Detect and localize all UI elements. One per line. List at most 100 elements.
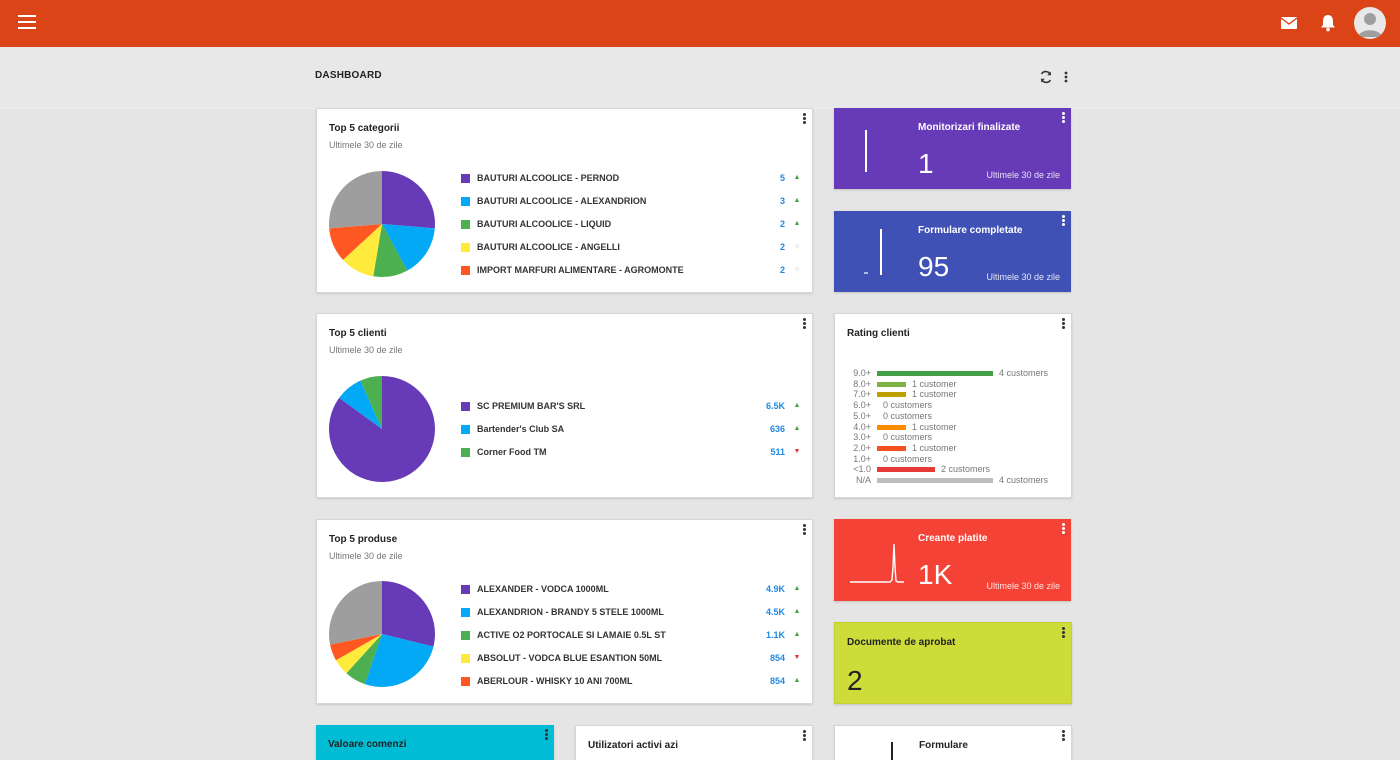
rating-label: 3.0+: [853, 432, 871, 443]
creante-card: Creante platite 1K Ultimele 30 de zile: [834, 519, 1071, 601]
legend-swatch: [461, 631, 470, 640]
legend-label: SC PREMIUM BAR'S SRL: [477, 401, 586, 411]
rating-count: 0 customers: [883, 410, 933, 421]
rating-label: N/A: [855, 475, 871, 485]
bell-icon[interactable]: [1320, 14, 1336, 32]
stat-value: 1K: [918, 559, 953, 590]
legend-item[interactable]: Bartender's Club SA 636 ▲: [461, 423, 801, 446]
stat-value: 2: [847, 665, 863, 696]
legend-swatch: [461, 677, 470, 686]
legend-label: ALEXANDER - VODCA 1000ML: [477, 584, 609, 594]
legend-item[interactable]: IMPORT MARFURI ALIMENTARE - AGROMONTE 2 ○: [461, 264, 801, 287]
menu-icon[interactable]: [18, 15, 36, 31]
legend-item[interactable]: BAUTURI ALCOOLICE - LIQUID 2 ▲: [461, 218, 801, 241]
legend-label: Corner Food TM: [477, 447, 547, 457]
more-vert-icon[interactable]: [800, 524, 808, 536]
pie-slice: [360, 376, 382, 429]
more-vert-icon[interactable]: [542, 729, 550, 741]
rating-row: <1.0 2 customers: [847, 464, 1062, 474]
legend-item[interactable]: ABSOLUT - VODCA BLUE ESANTION 50ML 854 ▼: [461, 652, 801, 675]
page-header: [0, 47, 1400, 109]
legend-swatch: [461, 608, 470, 617]
clients-pie-chart: [329, 376, 435, 482]
trend-up-icon: ▲: [793, 220, 801, 227]
legend-label: ACTIVE O2 PORTOCALE SI LAMAIE 0.5L ST: [477, 630, 666, 640]
valoare-comenzi-card: Valoare comenzi: [316, 725, 554, 760]
rating-label: 6.0+: [853, 400, 871, 411]
rating-label: <1.0: [853, 464, 871, 475]
legend-item[interactable]: ALEXANDRION - BRANDY 5 STELE 1000ML 4.5K ▲: [461, 606, 801, 629]
card-subtitle: Ultimele 30 de zile: [329, 551, 403, 561]
more-vert-icon[interactable]: [1060, 70, 1072, 84]
more-vert-icon[interactable]: [800, 318, 808, 330]
rating-row: 9.0+ 4 customers: [847, 368, 1062, 378]
rating-row: 8.0+ 1 customer: [847, 379, 1062, 389]
monitorizari-card: Monitorizari finalizate 1 Ultimele 30 de…: [834, 108, 1071, 189]
card-title: Utilizatori activi azi: [588, 740, 679, 751]
pie-slice: [382, 581, 435, 647]
rating-bar: [877, 478, 993, 483]
rating-label: 4.0+: [853, 421, 871, 432]
legend-label: BAUTURI ALCOOLICE - ANGELLI: [477, 242, 620, 252]
rating-count: 1 customer: [912, 421, 957, 432]
rating-bar: [877, 381, 906, 387]
trend-down-icon: ▼: [793, 654, 801, 661]
rating-bar: [877, 467, 935, 473]
stat-period: Ultimele 30 de zile: [986, 170, 1060, 180]
sparkline: [864, 229, 882, 275]
legend-label: IMPORT MARFURI ALIMENTARE - AGROMONTE: [477, 265, 684, 275]
legend-swatch: [461, 585, 470, 594]
documente-card: Documente de aprobat 2: [834, 622, 1072, 704]
pie-slice: [329, 224, 382, 260]
legend-item[interactable]: ACTIVE O2 PORTOCALE SI LAMAIE 0.5L ST 1.1…: [461, 629, 801, 652]
legend-value: 1.1K: [765, 630, 785, 640]
pie-slice-other: [329, 581, 382, 645]
trend-up-icon: ▲: [793, 425, 801, 432]
more-vert-icon[interactable]: [800, 113, 808, 125]
avatar[interactable]: [1354, 7, 1386, 39]
card-subtitle: Ultimele 30 de zile: [329, 345, 403, 355]
legend-label: Bartender's Club SA: [477, 424, 565, 434]
pie-slice: [330, 634, 382, 661]
card-title: Formulare completate: [918, 225, 1023, 236]
legend-item[interactable]: SC PREMIUM BAR'S SRL 6.5K ▲: [461, 400, 801, 423]
legend-value: 6.5K: [765, 401, 785, 411]
legend-item[interactable]: ABERLOUR - WHISKY 10 ANI 700ML 854 ▲: [461, 675, 801, 698]
more-vert-icon[interactable]: [1059, 318, 1067, 330]
legend-item[interactable]: Corner Food TM 511 ▼: [461, 446, 801, 469]
trend-up-icon: ▲: [793, 174, 801, 181]
more-vert-icon[interactable]: [1059, 112, 1067, 124]
more-vert-icon[interactable]: [1059, 730, 1067, 742]
pie-slice: [339, 380, 382, 429]
trend-flat-icon: ○: [794, 243, 800, 250]
more-vert-icon[interactable]: [1059, 523, 1067, 535]
legend-swatch: [461, 266, 470, 275]
legend-value: 3: [779, 196, 785, 206]
legend-value: 2: [779, 242, 785, 252]
legend-item[interactable]: BAUTURI ALCOOLICE - ANGELLI 2 ○: [461, 241, 801, 264]
legend-value: 4.9K: [765, 584, 785, 594]
mail-icon[interactable]: [1281, 17, 1297, 29]
rating-row: 3.0+ 0 customers: [847, 432, 1062, 442]
refresh-icon[interactable]: [1039, 70, 1053, 84]
avatar-icon: [1358, 13, 1382, 37]
legend-item[interactable]: BAUTURI ALCOOLICE - PERNOD 5 ▲: [461, 172, 801, 195]
rating-label: 9.0+: [853, 368, 871, 378]
categories-pie-chart: [329, 171, 435, 277]
legend-item[interactable]: ALEXANDER - VODCA 1000ML 4.9K ▲: [461, 583, 801, 606]
more-vert-icon[interactable]: [800, 730, 808, 742]
rating-count: 1 customer: [912, 378, 957, 389]
rating-label: 1.0+: [853, 453, 871, 464]
more-vert-icon[interactable]: [1059, 215, 1067, 227]
legend-label: BAUTURI ALCOOLICE - PERNOD: [477, 173, 620, 183]
legend-swatch: [461, 654, 470, 663]
rating-label: 7.0+: [853, 389, 871, 400]
page-title: DASHBOARD: [315, 70, 382, 81]
legend-item[interactable]: BAUTURI ALCOOLICE - ALEXANDRION 3 ▲: [461, 195, 801, 218]
utilizatori-card: Utilizatori activi azi: [575, 725, 813, 760]
legend-label: ABSOLUT - VODCA BLUE ESANTION 50ML: [477, 653, 663, 663]
more-vert-icon[interactable]: [1059, 627, 1067, 639]
top-app-bar: [0, 0, 1400, 47]
legend-label: ABERLOUR - WHISKY 10 ANI 700ML: [477, 676, 633, 686]
legend-swatch: [461, 220, 470, 229]
